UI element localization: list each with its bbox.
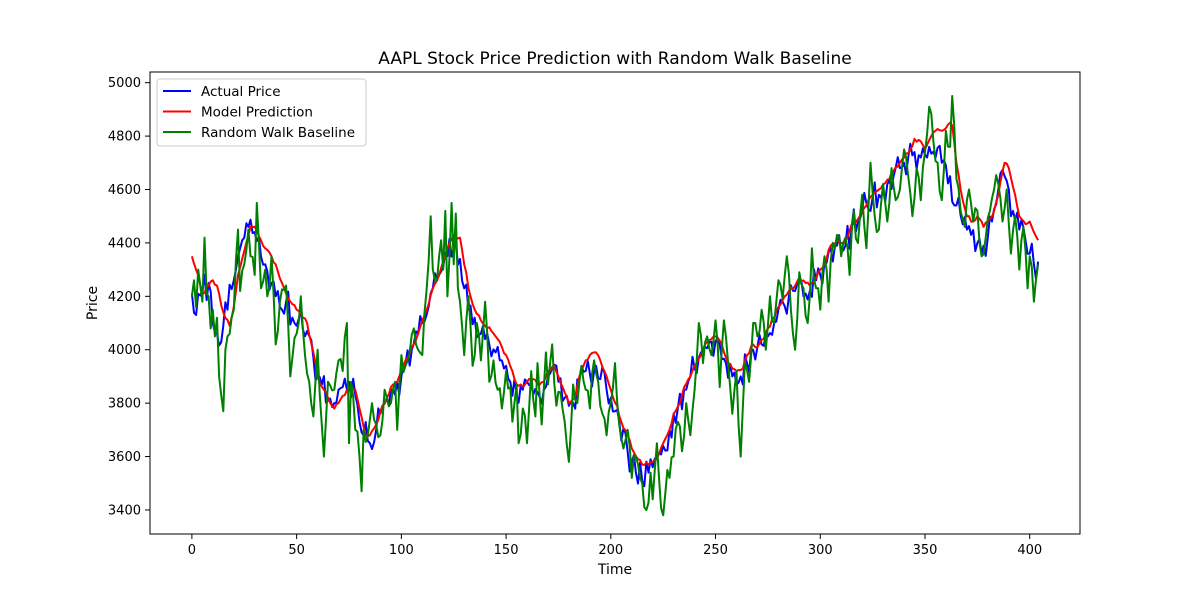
x-tick-label: 0 [188,543,196,558]
y-tick-label: 4400 [108,236,141,251]
y-tick-label: 4000 [108,343,141,358]
legend-box [156,78,367,147]
x-axis: 0 50 100 150 200 250 300 350 400 [188,534,1042,558]
x-axis-label: Time [597,562,632,578]
x-tick-label: 300 [808,543,833,558]
x-tick-label: 200 [598,543,623,558]
y-tick-label: 4200 [108,290,141,305]
legend-label: Random Walk Baseline [201,125,355,141]
y-tick-label: 3600 [108,450,141,465]
series-line-random-walk-baseline [190,95,1040,517]
legend: Actual Price Model Prediction Random Walk … [156,78,367,147]
chart-title: AAPL Stock Price Prediction with Random … [378,49,852,69]
x-tick-label: 400 [1017,543,1042,558]
plot-area-frame [149,71,1081,535]
y-axis-label: Price [85,286,101,320]
y-tick-label: 5000 [108,76,141,91]
y-tick-label: 3400 [108,503,141,518]
y-tick-label: 4800 [108,130,141,145]
series-line-model-prediction [190,121,1039,466]
legend-label: Actual Price [201,84,281,100]
legend-label: Model Prediction [201,105,313,121]
x-tick-label: 350 [913,543,938,558]
x-tick-label: 250 [703,543,728,558]
x-tick-label: 50 [288,543,305,558]
x-tick-label: 150 [494,543,519,558]
x-tick-label: 100 [389,543,414,558]
y-tick-label: 4600 [108,183,141,198]
y-axis: 3400 3600 3800 4000 4200 4400 4600 4800 5000 [108,76,150,518]
y-tick-label: 3800 [108,397,141,412]
